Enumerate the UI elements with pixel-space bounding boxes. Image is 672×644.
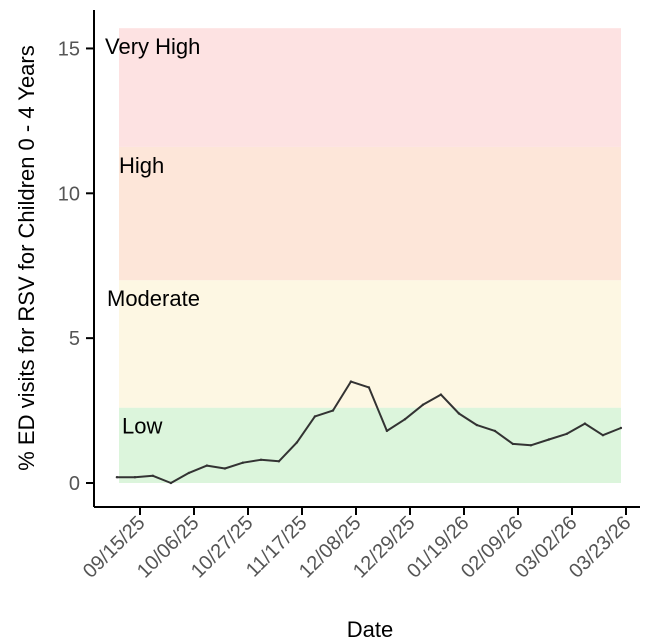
y-tick-label: 5 <box>69 328 80 350</box>
x-axis-title: Date <box>347 617 393 642</box>
y-axis-title: % ED visits for RSV for Children 0 - 4 Y… <box>14 45 39 471</box>
data-point <box>241 461 245 464</box>
data-point <box>331 409 335 412</box>
data-point <box>349 380 353 383</box>
data-point <box>277 460 281 463</box>
data-point <box>295 441 299 444</box>
axes <box>93 10 640 508</box>
data-point <box>385 429 389 433</box>
band-low <box>119 407 621 483</box>
data-point <box>205 464 209 467</box>
y-tick-label: 10 <box>58 183 80 205</box>
data-point <box>457 412 461 415</box>
data-point <box>223 467 227 470</box>
data-point <box>403 418 407 421</box>
data-point <box>169 481 173 485</box>
data-point <box>619 426 623 430</box>
data-point <box>367 386 371 389</box>
band-high <box>119 146 621 281</box>
data-point <box>439 393 443 396</box>
data-point <box>313 415 317 418</box>
band-moderate <box>119 280 621 408</box>
data-point <box>547 438 551 441</box>
data-point <box>187 471 191 475</box>
band-label-moderate: Moderate <box>107 286 200 311</box>
risk-band-labels: Low Moderate High Very High <box>105 34 200 439</box>
band-label-very-high: Very High <box>105 34 200 59</box>
y-tick-label: 15 <box>58 38 80 60</box>
data-point <box>475 423 479 427</box>
data-point <box>421 403 425 406</box>
data-point <box>151 474 155 477</box>
data-point <box>529 444 533 447</box>
x-ticks: 09/15/2510/06/2510/27/2511/17/2512/08/25… <box>79 507 636 583</box>
risk-bands <box>119 28 621 483</box>
data-point <box>565 432 569 435</box>
band-very-high <box>119 28 621 147</box>
series-layer <box>115 380 623 485</box>
data-point <box>133 476 137 479</box>
y-tick-label: 0 <box>69 473 80 495</box>
data-point <box>493 429 497 433</box>
band-label-low: Low <box>122 414 162 439</box>
band-label-high: High <box>119 153 164 178</box>
data-point <box>259 458 263 461</box>
data-point <box>601 434 605 437</box>
data-point <box>511 442 515 446</box>
y-ticks: 0 5 10 15 <box>58 38 94 495</box>
data-point <box>583 422 587 425</box>
data-point <box>115 476 119 479</box>
